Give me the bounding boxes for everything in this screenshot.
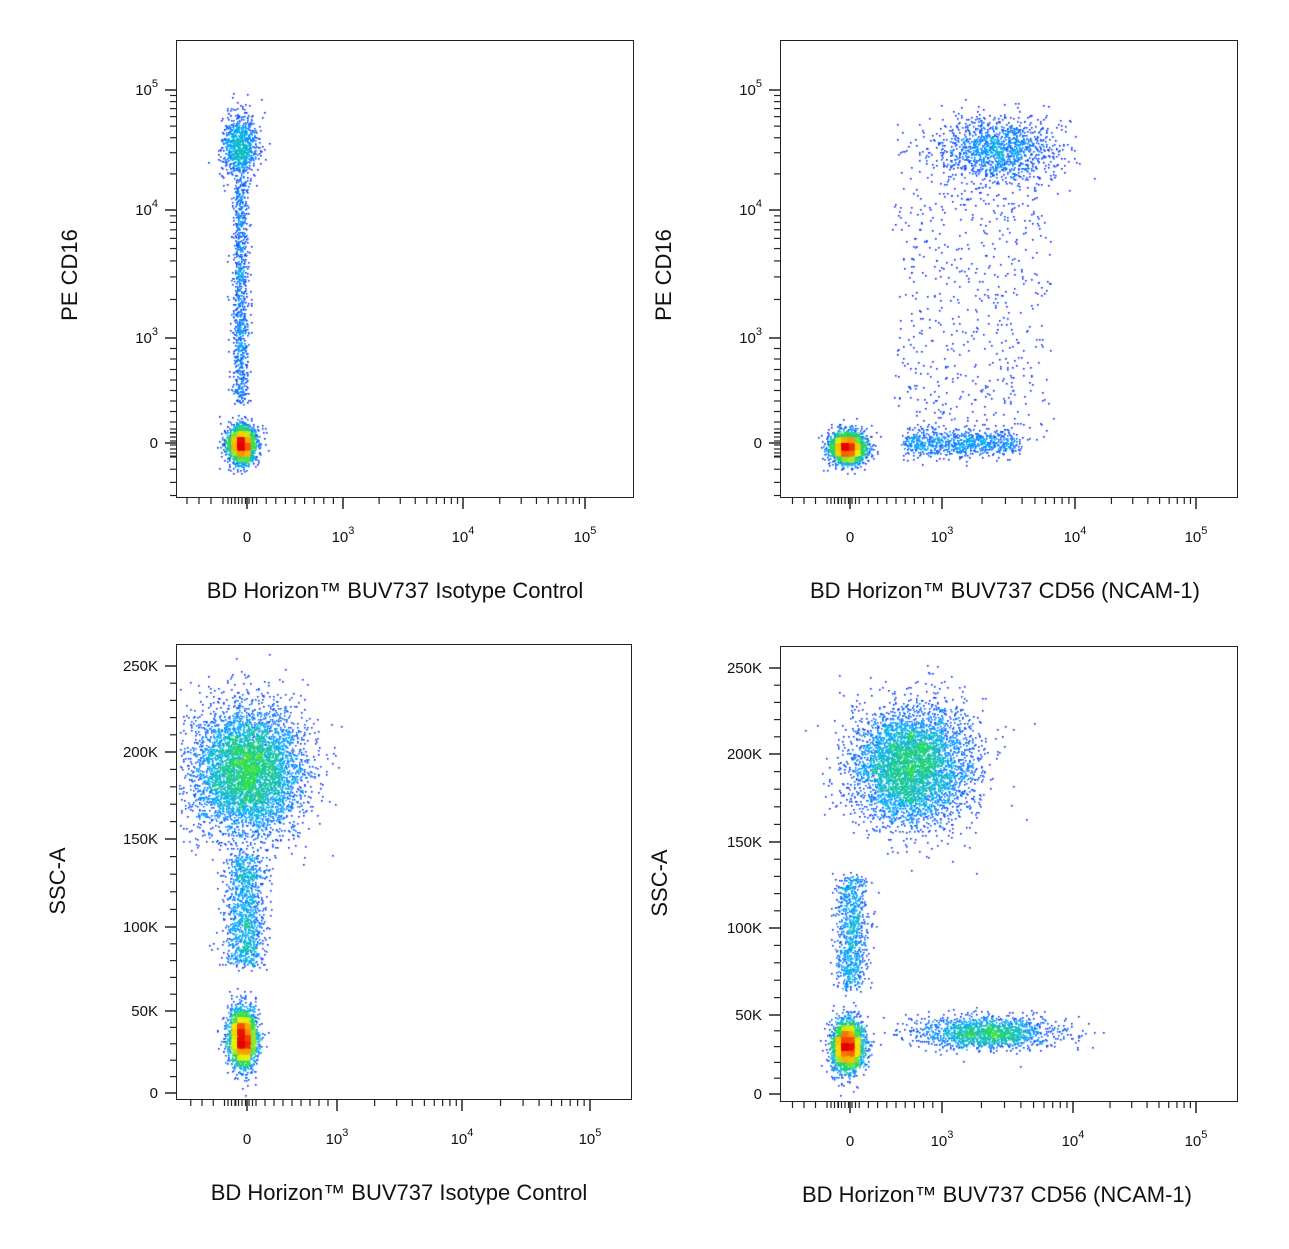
y-axis-label-top-left: PE CD16: [57, 229, 82, 321]
y-tick-label: 103: [135, 326, 158, 347]
plot-area-top-left: [176, 40, 635, 499]
y-axis-label-top-right: PE CD16: [651, 229, 676, 321]
y-tick-label: 150K: [123, 831, 158, 848]
x-tick-label: 104: [1064, 525, 1087, 546]
x-tick-label: 0: [243, 1131, 251, 1148]
y-tick-label: 250K: [123, 658, 158, 675]
y-tick-label: 104: [739, 198, 762, 219]
y-tick-label: 0: [150, 435, 158, 452]
x-tick-label: 105: [574, 525, 597, 546]
y-tick-label: 50K: [735, 1007, 762, 1024]
x-tick-label: 103: [326, 1127, 349, 1148]
plot-area-bottom-left: [176, 644, 633, 1101]
y-tick-label: 105: [739, 78, 762, 99]
y-tick-label: 105: [135, 78, 158, 99]
y-tick-label: 103: [739, 326, 762, 347]
x-tick-label: 104: [452, 525, 475, 546]
y-tick-label: 0: [754, 435, 762, 452]
y-tick-label: 100K: [727, 920, 762, 937]
scatter-dots-top-left: [177, 41, 635, 499]
y-tick-label: 104: [135, 198, 158, 219]
y-tick-label: 200K: [727, 746, 762, 763]
y-tick-label: 250K: [727, 660, 762, 677]
y-tick-label: 200K: [123, 744, 158, 761]
x-tick-label: 0: [243, 529, 251, 546]
x-tick-label: 105: [1185, 525, 1208, 546]
x-tick-label: 105: [579, 1127, 602, 1148]
y-axis-label-bottom-left: SSC-A: [45, 847, 70, 915]
x-tick-label: 0: [846, 529, 854, 546]
x-tick-label: 103: [931, 1129, 954, 1150]
y-tick-label: 150K: [727, 834, 762, 851]
y-axis-label-bottom-right: SSC-A: [647, 849, 672, 917]
x-axis-label-top-right: BD Horizon™ BUV737 CD56 (NCAM-1): [810, 578, 1200, 603]
y-tick-label: 100K: [123, 919, 158, 936]
x-axis-label-top-left: BD Horizon™ BUV737 Isotype Control: [206, 578, 584, 603]
y-tick-label: 0: [754, 1086, 762, 1103]
scatter-dots-top-right: [781, 41, 1239, 499]
x-axis-label-bottom-left: BD Horizon™ BUV737 Isotype Control: [210, 1180, 588, 1205]
scatter-dots-bottom-left: [177, 645, 633, 1101]
x-tick-label: 104: [451, 1127, 474, 1148]
y-tick-label: 50K: [131, 1003, 158, 1020]
x-tick-label: 103: [332, 525, 355, 546]
x-tick-label: 104: [1062, 1129, 1085, 1150]
x-tick-label: 105: [1185, 1129, 1208, 1150]
x-tick-label: 103: [931, 525, 954, 546]
plot-area-top-right: [780, 40, 1239, 499]
plot-area-bottom-right: [780, 646, 1239, 1103]
x-axis-label-bottom-right: BD Horizon™ BUV737 CD56 (NCAM-1): [802, 1182, 1192, 1207]
y-tick-label: 0: [150, 1085, 158, 1102]
x-tick-label: 0: [846, 1133, 854, 1150]
scatter-dots-bottom-right: [781, 647, 1239, 1103]
